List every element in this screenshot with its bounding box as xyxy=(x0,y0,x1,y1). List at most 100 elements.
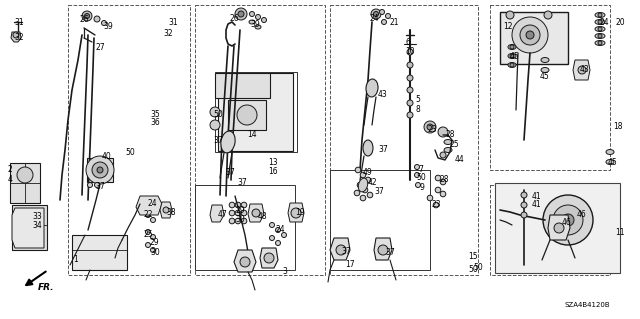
Text: 4: 4 xyxy=(8,175,13,184)
Circle shape xyxy=(510,54,514,58)
Circle shape xyxy=(250,11,255,17)
Circle shape xyxy=(385,13,390,19)
Circle shape xyxy=(407,75,413,81)
Text: 32: 32 xyxy=(163,29,173,38)
Circle shape xyxy=(145,242,150,248)
Polygon shape xyxy=(374,238,392,260)
Circle shape xyxy=(269,222,275,227)
Circle shape xyxy=(427,124,433,130)
Circle shape xyxy=(264,253,274,263)
Circle shape xyxy=(163,207,169,213)
Circle shape xyxy=(275,241,280,246)
Circle shape xyxy=(521,202,527,208)
Circle shape xyxy=(236,202,241,208)
Polygon shape xyxy=(210,205,224,222)
Text: 9: 9 xyxy=(420,183,425,192)
Ellipse shape xyxy=(444,139,452,145)
Circle shape xyxy=(282,233,287,238)
Text: 43: 43 xyxy=(580,65,589,74)
Text: 39: 39 xyxy=(103,22,113,31)
Circle shape xyxy=(438,127,448,137)
Polygon shape xyxy=(548,215,570,240)
Text: 37: 37 xyxy=(95,182,105,191)
Text: 25: 25 xyxy=(143,230,152,239)
Text: 30: 30 xyxy=(150,248,160,257)
Circle shape xyxy=(598,13,602,17)
Circle shape xyxy=(336,245,346,255)
Circle shape xyxy=(381,19,387,25)
Circle shape xyxy=(520,25,540,45)
Circle shape xyxy=(598,27,602,31)
Circle shape xyxy=(380,10,385,14)
Bar xyxy=(72,235,127,270)
Circle shape xyxy=(145,229,150,234)
Text: SZA4B4120B: SZA4B4120B xyxy=(564,302,610,308)
Bar xyxy=(218,73,293,151)
Text: FR.: FR. xyxy=(38,283,54,292)
Circle shape xyxy=(554,223,564,233)
Ellipse shape xyxy=(541,57,549,63)
Text: 6: 6 xyxy=(405,38,410,47)
Circle shape xyxy=(252,209,260,217)
Ellipse shape xyxy=(363,140,373,156)
Circle shape xyxy=(150,204,156,210)
Circle shape xyxy=(269,235,275,241)
Circle shape xyxy=(415,182,420,188)
Text: 13: 13 xyxy=(268,158,278,167)
Bar xyxy=(490,5,610,170)
Bar xyxy=(195,5,325,275)
Circle shape xyxy=(240,257,250,267)
Ellipse shape xyxy=(606,160,614,165)
Text: 21: 21 xyxy=(390,18,399,27)
Text: 38: 38 xyxy=(166,208,175,217)
Text: 19: 19 xyxy=(295,208,305,217)
Ellipse shape xyxy=(541,68,549,72)
Circle shape xyxy=(13,32,19,38)
Circle shape xyxy=(229,210,235,216)
Circle shape xyxy=(378,245,388,255)
Circle shape xyxy=(365,177,371,183)
Text: 1: 1 xyxy=(73,255,77,264)
Circle shape xyxy=(371,9,381,19)
Text: 31: 31 xyxy=(168,18,178,27)
Polygon shape xyxy=(330,238,350,260)
Bar xyxy=(195,185,295,270)
Circle shape xyxy=(526,31,534,39)
Text: 3: 3 xyxy=(282,267,287,276)
Circle shape xyxy=(88,182,93,188)
Text: 15: 15 xyxy=(468,252,477,261)
Text: 17: 17 xyxy=(345,260,355,269)
Bar xyxy=(12,205,47,250)
Polygon shape xyxy=(234,250,256,272)
Bar xyxy=(68,5,190,275)
Circle shape xyxy=(362,187,368,193)
Circle shape xyxy=(275,227,280,233)
Text: 10: 10 xyxy=(405,47,415,56)
Text: 45: 45 xyxy=(510,52,520,61)
Text: 8: 8 xyxy=(415,105,420,114)
Text: 29: 29 xyxy=(235,206,244,215)
Text: 49: 49 xyxy=(363,168,372,177)
Circle shape xyxy=(415,173,419,177)
Text: 24: 24 xyxy=(148,199,157,208)
Circle shape xyxy=(92,162,108,178)
Bar xyxy=(495,183,620,273)
Ellipse shape xyxy=(595,19,605,25)
Circle shape xyxy=(544,11,552,19)
Ellipse shape xyxy=(366,79,378,97)
Circle shape xyxy=(506,11,514,19)
Bar xyxy=(330,170,430,270)
Bar xyxy=(330,5,478,275)
Circle shape xyxy=(374,11,378,17)
Text: 23: 23 xyxy=(432,200,442,209)
Text: 48: 48 xyxy=(258,212,268,221)
Bar xyxy=(10,163,40,203)
Bar xyxy=(490,185,610,275)
Circle shape xyxy=(562,214,574,226)
Circle shape xyxy=(145,199,150,204)
Text: 39: 39 xyxy=(250,20,260,29)
Ellipse shape xyxy=(595,12,605,18)
Circle shape xyxy=(241,210,247,216)
Ellipse shape xyxy=(358,178,368,192)
Bar xyxy=(500,12,568,64)
